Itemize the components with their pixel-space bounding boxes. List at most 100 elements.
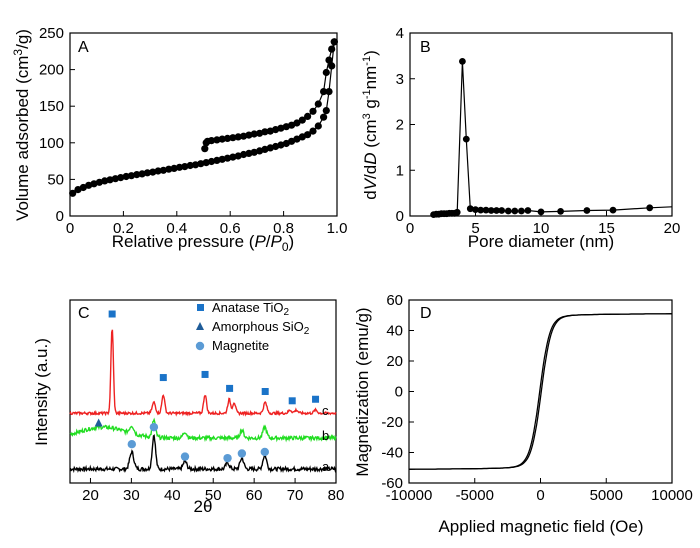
panel-a-data-point bbox=[122, 172, 130, 181]
panel-d-ytick-label: -20 bbox=[381, 414, 403, 431]
anatase-marker-square-icon bbox=[108, 310, 116, 318]
panel-b-xlabel: Pore diameter (nm) bbox=[468, 232, 614, 251]
panel-a-data-point bbox=[325, 56, 333, 64]
panel-b-data-point bbox=[482, 206, 490, 214]
panel-b-data-point bbox=[646, 204, 654, 212]
panel-a-xlabel-part: P bbox=[271, 232, 283, 251]
panel-d-xtick-label: 10000 bbox=[651, 487, 693, 504]
panel-a-xtick-label: 0.2 bbox=[113, 220, 134, 237]
panel-b-ylabel-part: D bbox=[361, 152, 380, 164]
panel-a-label: A bbox=[78, 39, 89, 56]
panel-a-data-point bbox=[314, 122, 322, 130]
panel-a-xtick-label: 1.0 bbox=[327, 220, 348, 237]
panel-a-data-point bbox=[282, 123, 290, 131]
panel-b-data-point bbox=[504, 207, 512, 215]
panel-a-data-point bbox=[170, 164, 178, 172]
anatase-marker-square-icon bbox=[312, 395, 320, 403]
panel-a-series-line bbox=[72, 41, 335, 194]
panel-b-data-point bbox=[459, 58, 466, 65]
panel-c-xlabel: 2θ bbox=[194, 497, 213, 516]
panel-d: D -10000 -5000 0 5000 10000-60-40-200204060 … bbox=[353, 292, 693, 536]
panel-a-data-point bbox=[304, 112, 312, 120]
anatase-marker-square-icon bbox=[226, 384, 234, 392]
panel-a-data-point bbox=[328, 62, 336, 70]
panel-a-data-point bbox=[197, 160, 205, 168]
panel-c-xtick-label: 30 bbox=[123, 487, 140, 504]
panel-c-xtick-label: 50 bbox=[205, 487, 222, 504]
panel-a-data-point bbox=[106, 176, 114, 184]
panel-c-xtick-label: 40 bbox=[164, 487, 181, 504]
panel-a-data-point bbox=[90, 180, 98, 188]
legend-anatase-label: Anatase TiO2 bbox=[212, 300, 290, 318]
magnetite-marker-circle-icon bbox=[149, 422, 159, 432]
panel-a-data-point bbox=[322, 107, 330, 115]
panel-a-ylabel: Volume adsorbed (cm3/g) bbox=[11, 29, 32, 221]
panel-a-data-point bbox=[165, 165, 173, 173]
panel-a-data-point bbox=[79, 183, 87, 192]
panel-b-data-point bbox=[498, 207, 506, 214]
panel-a-xlabel-part: 0 bbox=[282, 240, 289, 254]
panel-a-data-point bbox=[240, 132, 248, 140]
panel-b: B 0 5 10 15 20 0 1 2 3 4 Pore diameter (nm) dV/dD… bbox=[361, 25, 680, 251]
panel-a-data-point bbox=[309, 127, 317, 135]
panel-d-axes-frame bbox=[408, 299, 673, 484]
silica-marker-triangle-icon bbox=[94, 418, 103, 427]
anatase-marker-square-icon bbox=[159, 374, 167, 382]
panel-b-label: B bbox=[420, 39, 431, 56]
panel-b-data-point bbox=[609, 206, 617, 214]
legend-anatase-part: 2 bbox=[284, 307, 290, 318]
panel-a-xlabel-part: Relative pressure ( bbox=[112, 232, 255, 251]
panel-d-xtick-label: -5000 bbox=[456, 487, 494, 504]
panel-a: A 0 0.2 0.4 0.6 0.8 1.0 0 50 100 150 200 250 Relati… bbox=[11, 25, 347, 254]
panel-a-ylabel-part: Volume adsorbed (cm bbox=[13, 56, 32, 221]
panel-a-ytick-label: 200 bbox=[39, 62, 64, 79]
panel-a-data-point bbox=[261, 145, 269, 153]
panel-b-data-point bbox=[477, 206, 485, 214]
panel-d-descending-branch bbox=[409, 313, 672, 470]
panel-c-legend: Anatase TiO2 Amorphous SiO2 Magnetite bbox=[195, 300, 310, 353]
panel-a-data-point bbox=[143, 169, 151, 177]
panel-b-data-point bbox=[472, 206, 479, 214]
panel-d-xlabel: Applied magnetic field (Oe) bbox=[438, 517, 643, 536]
panel-d-ylabel: Magnetization (emu/g) bbox=[353, 307, 372, 476]
legend-magnetite-label: Magnetite bbox=[212, 338, 269, 353]
panel-a-data bbox=[69, 38, 338, 197]
panel-a-data-point bbox=[293, 135, 301, 143]
panel-c: C 20 30 40 50 60 70 80 abc Anatase TiO2 Amorph… bbox=[32, 299, 344, 516]
panel-d-data bbox=[409, 313, 672, 470]
magnetite-marker-circle-icon bbox=[260, 447, 269, 457]
panel-d-ytick-label: 0 bbox=[395, 384, 403, 401]
panel-c-ticks: 20 30 40 50 60 70 80 bbox=[82, 478, 344, 504]
legend-magnetite-circle-icon bbox=[195, 341, 205, 351]
panel-a-data-point bbox=[250, 148, 258, 156]
panel-b-ylabel-part: (cm bbox=[361, 119, 380, 152]
panel-a-data-point bbox=[154, 167, 162, 175]
panel-c-xtick-label: 70 bbox=[287, 487, 304, 504]
panel-b-data-point bbox=[462, 135, 470, 143]
panel-a-data-point bbox=[175, 163, 184, 171]
magnetite-marker-circle-icon bbox=[237, 449, 247, 458]
panel-b-xtick-label: 5 bbox=[471, 220, 479, 237]
panel-d-label: D bbox=[420, 305, 432, 322]
panel-b-axes-frame bbox=[409, 32, 673, 217]
panel-b-data-point bbox=[453, 208, 461, 216]
legend-silica-label: Amorphous SiO2 bbox=[212, 319, 310, 337]
panel-a-ylabel-part: /g) bbox=[13, 29, 32, 49]
panel-b-data-point bbox=[518, 207, 525, 215]
panel-c-series-a bbox=[69, 434, 337, 474]
panel-c-data: a bc bbox=[69, 310, 337, 474]
panel-a-data-point bbox=[234, 152, 242, 160]
panel-b-xtick-label: 20 bbox=[664, 220, 681, 237]
panel-d-xtick-label: -10000 bbox=[386, 487, 433, 504]
panel-a-ytick-label: 50 bbox=[47, 171, 64, 188]
panel-b-xtick-label: 15 bbox=[598, 220, 615, 237]
panel-a-ytick-label: 0 bbox=[56, 208, 64, 225]
panel-b-ytick-label: 3 bbox=[396, 71, 404, 88]
panel-a-data-point bbox=[201, 145, 209, 153]
panel-d-ytick-label: 20 bbox=[386, 353, 403, 370]
panel-b-data-point bbox=[487, 207, 495, 214]
panel-b-data-point bbox=[583, 207, 591, 214]
panel-a-data-point bbox=[330, 38, 338, 46]
panel-a-ylabel-part: 3 bbox=[11, 49, 25, 56]
magnetite-marker-circle-icon bbox=[180, 452, 190, 461]
